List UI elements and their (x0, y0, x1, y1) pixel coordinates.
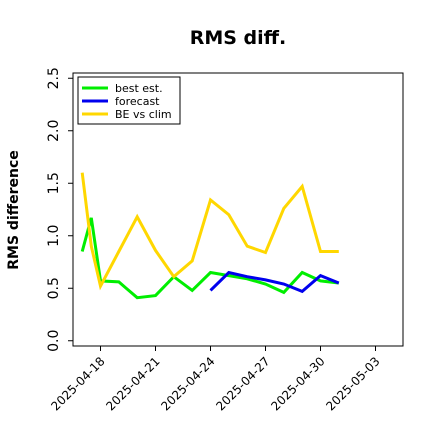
series-line-forecast (209, 270, 340, 294)
y-axis: 0.0 0.5 1.0 1.5 2.0 2.5 (46, 67, 73, 352)
legend-label: best est. (115, 82, 163, 95)
y-axis-label: RMS difference (6, 150, 22, 270)
series-layer (80, 172, 340, 300)
y-tick-label: 2.0 (46, 120, 62, 142)
chart-title: RMS diff. (190, 27, 287, 49)
y-tick-label: 2.5 (46, 67, 62, 89)
x-axis: 2025-04-182025-04-212025-04-242025-04-27… (48, 346, 383, 413)
plot-area-frame (72, 72, 404, 347)
series-line-be-vs-clim (80, 172, 339, 291)
y-tick-label: 1.0 (46, 225, 62, 247)
x-tick-label: 2025-05-03 (323, 354, 382, 413)
y-tick-label: 1.5 (46, 172, 62, 194)
legend-label: forecast (115, 95, 160, 108)
x-tick-label: 2025-04-21 (103, 354, 162, 413)
x-tick-label: 2025-04-18 (48, 354, 107, 413)
legend-label: BE vs clim (115, 108, 172, 121)
y-tick-label: 0.5 (46, 277, 62, 299)
x-tick-label: 2025-04-24 (158, 354, 217, 413)
series-line-best-est- (80, 217, 339, 300)
x-tick-label: 2025-04-30 (268, 354, 327, 413)
y-tick-label: 0.0 (46, 330, 62, 352)
x-tick-label: 2025-04-27 (213, 354, 272, 413)
